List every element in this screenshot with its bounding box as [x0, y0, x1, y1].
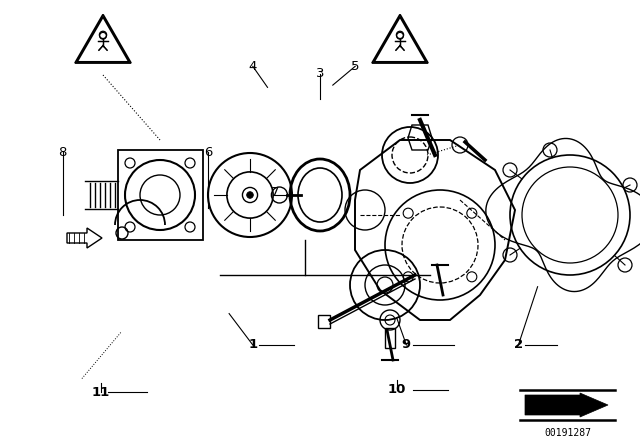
Polygon shape — [525, 393, 608, 417]
Text: 10: 10 — [388, 383, 406, 396]
Text: 6: 6 — [204, 146, 212, 159]
Text: 00191287: 00191287 — [545, 428, 591, 438]
Text: 9: 9 — [402, 338, 411, 352]
Text: 2: 2 — [514, 338, 523, 352]
Text: 4: 4 — [248, 60, 257, 73]
Text: 5: 5 — [351, 60, 360, 73]
Text: 8: 8 — [58, 146, 67, 159]
Circle shape — [246, 192, 253, 198]
Text: 3: 3 — [316, 67, 324, 81]
Text: 7: 7 — [271, 186, 280, 199]
Text: 1: 1 — [248, 338, 257, 352]
Text: 11: 11 — [92, 385, 110, 399]
